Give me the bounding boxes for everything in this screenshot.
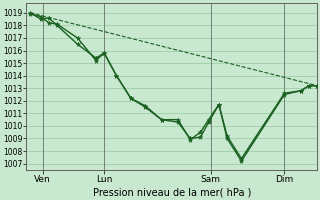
- X-axis label: Pression niveau de la mer( hPa ): Pression niveau de la mer( hPa ): [92, 187, 251, 197]
